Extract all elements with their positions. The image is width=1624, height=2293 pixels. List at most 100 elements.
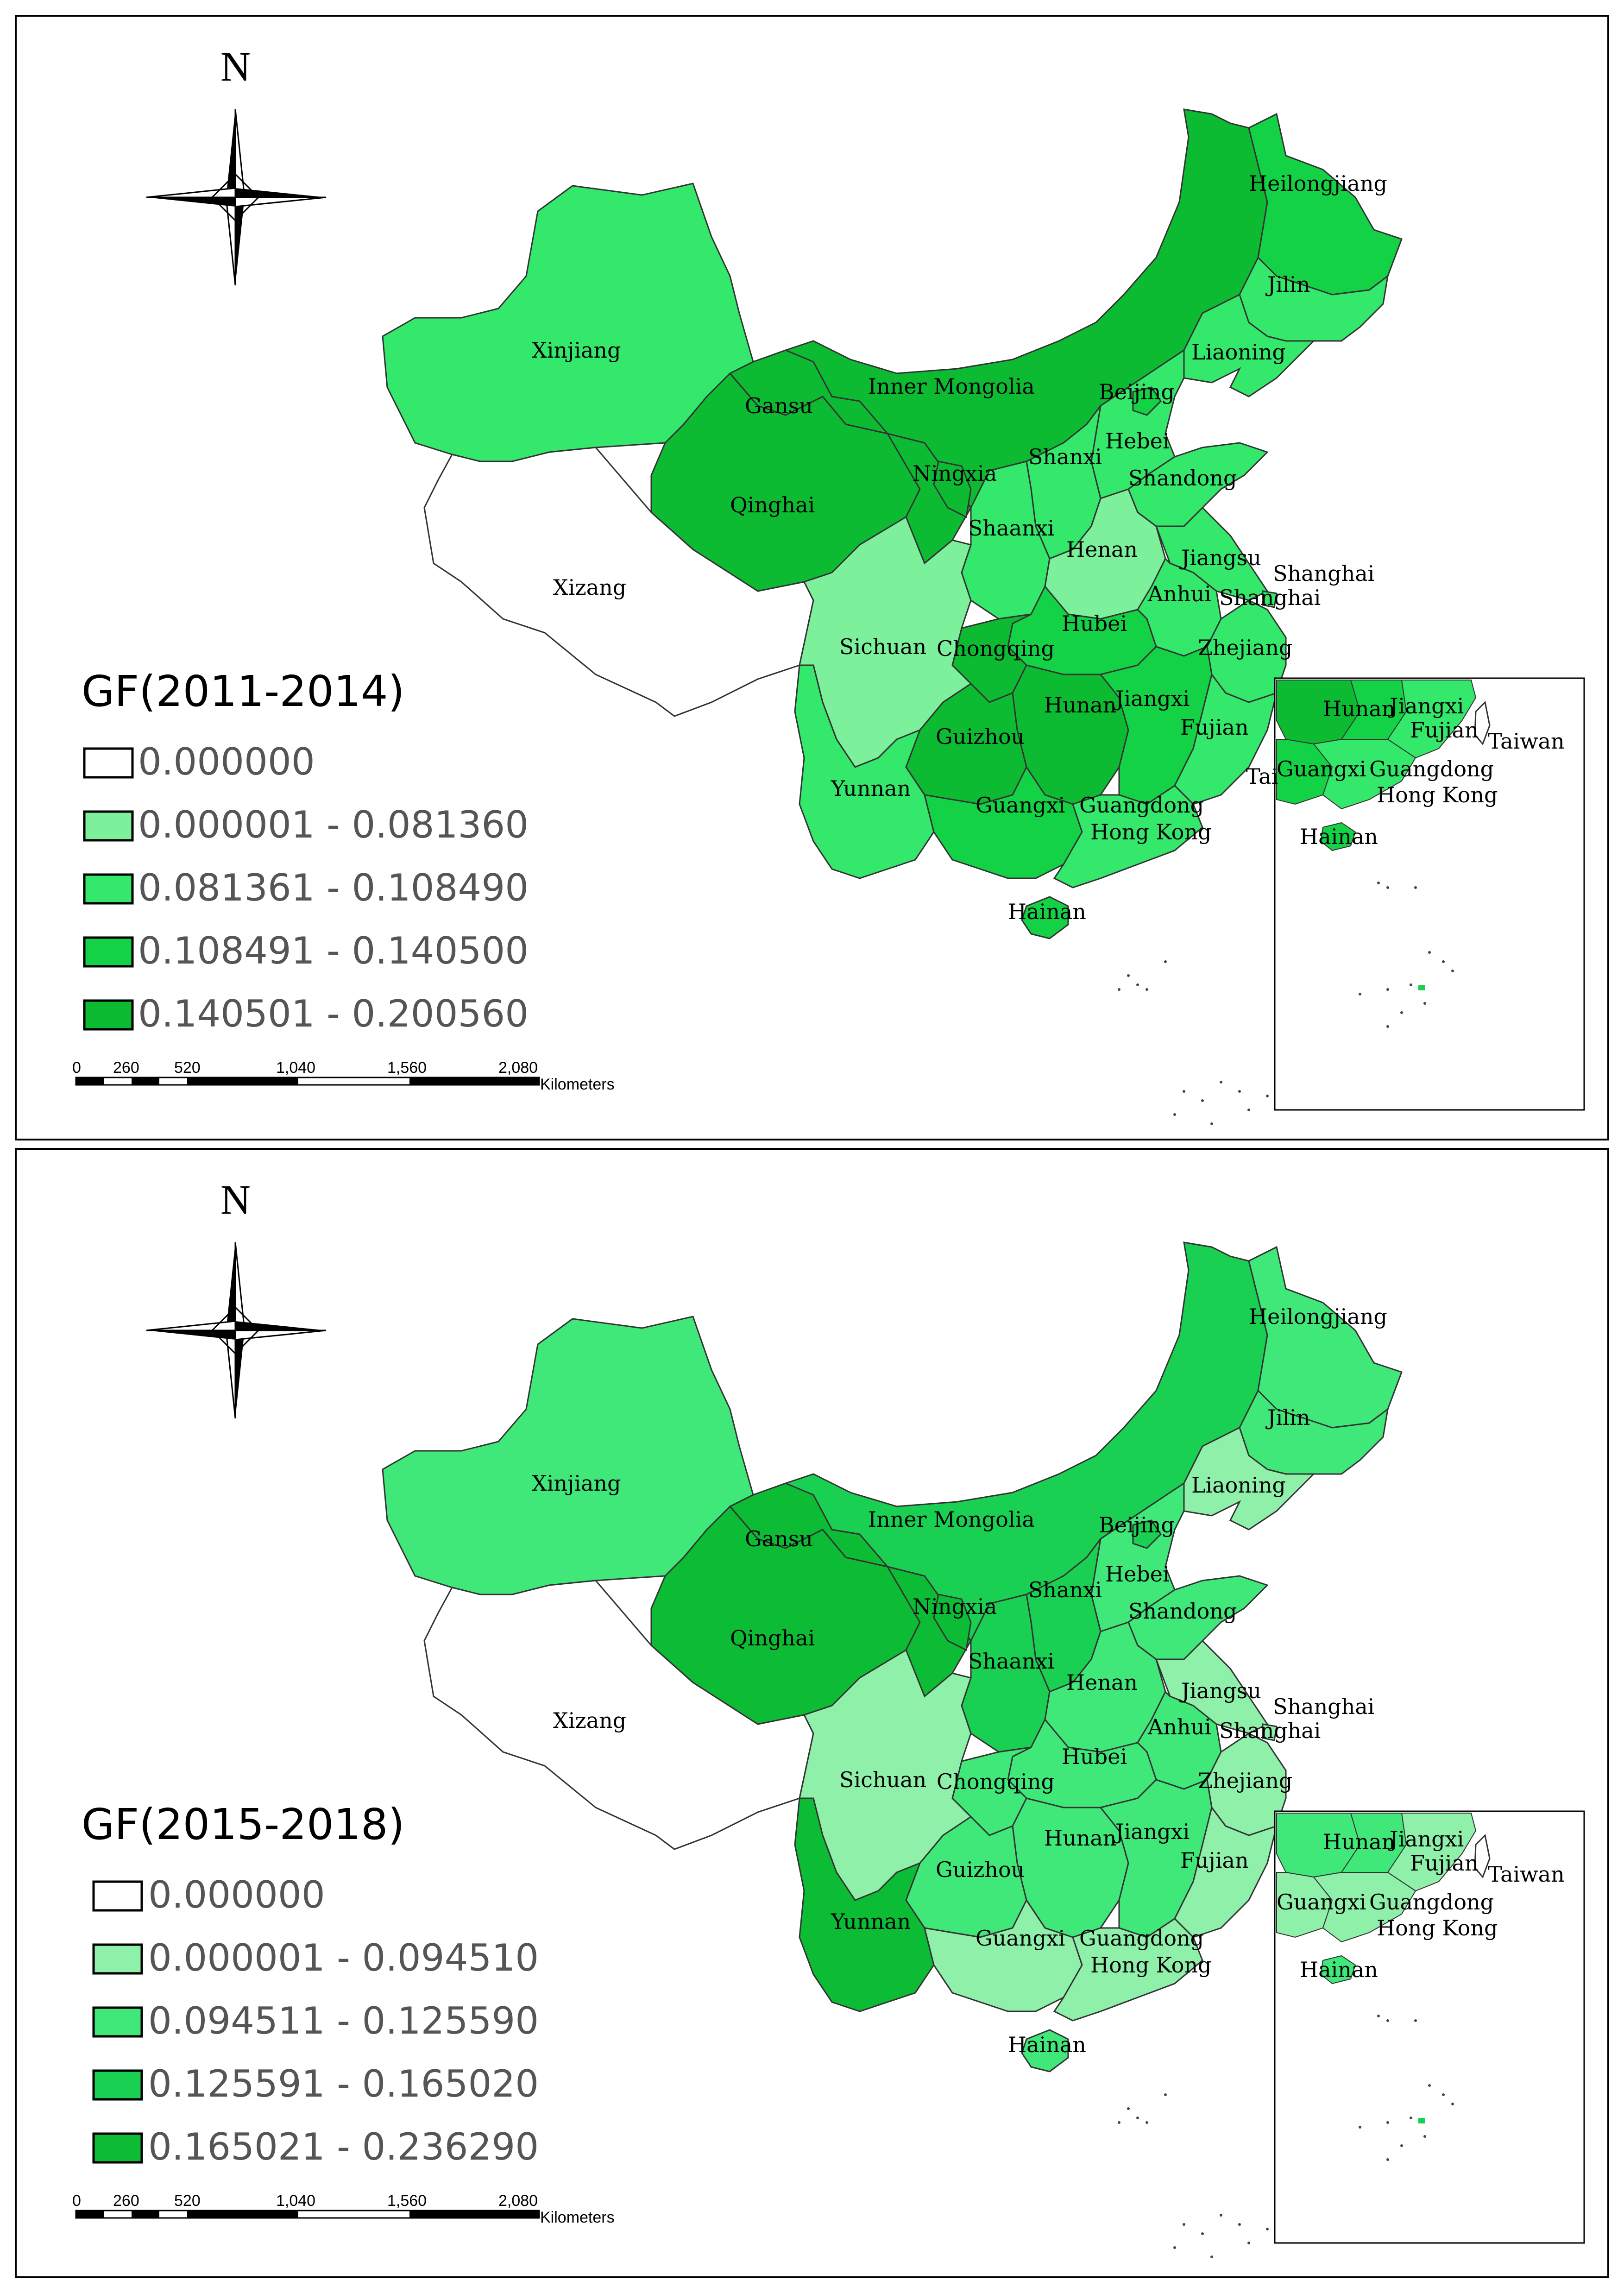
map-svg-2: Xinjiang Xizang Qinghai Gansu Inner Mong…	[72, 1177, 1585, 2258]
inset-fujian	[1387, 680, 1477, 759]
label-xinjiang: Xinjiang	[532, 1471, 621, 1496]
label-jiangxi: Jiangxi	[1114, 1819, 1190, 1844]
legend-item-1: 0.000000	[83, 740, 315, 783]
inset-label-hainan: Hainan	[1300, 824, 1378, 849]
province-hainan	[1021, 896, 1069, 939]
label-shandong: Shandong	[1128, 466, 1237, 491]
scale-tick-4: 1,560	[387, 2192, 427, 2210]
legend-item-5: 0.140501 - 0.200560	[83, 992, 529, 1035]
label-xizang: Xizang	[553, 575, 626, 600]
label-shaanxi: Shaanxi	[968, 1649, 1054, 1674]
label-guangdong: Guangdong	[1079, 793, 1204, 818]
legend-label-5: 0.165021 - 0.236290	[148, 2125, 539, 2168]
inset-label-fujian: Fujian	[1410, 1851, 1479, 1876]
label-xizang: Xizang	[553, 1708, 626, 1733]
inset-label-hunan: Hunan	[1323, 696, 1395, 721]
province-beijing	[1132, 1519, 1162, 1549]
scale-tick-3: 1,040	[276, 1059, 315, 1077]
legend-label-2: 0.000001 - 0.081360	[138, 803, 529, 846]
scale-unit: Kilometers	[540, 2209, 615, 2226]
inset-label-jiangxi: Jiangxi	[1388, 1827, 1464, 1852]
legend-swatch-4	[83, 936, 134, 968]
legend-label-3: 0.081361 - 0.108490	[138, 866, 529, 909]
legend-title: GF(2011-2014)	[82, 667, 404, 716]
inset-guangdong	[1313, 739, 1416, 810]
label-zhejiang: Zhejiang	[1198, 635, 1292, 660]
label-guangxi: Guangxi	[976, 1926, 1065, 1951]
inset-label-fujian: Fujian	[1410, 718, 1479, 743]
north-letter: N	[220, 1177, 251, 1223]
legend-swatch-1	[92, 1880, 143, 1912]
label-shanghai: Shanghai	[1219, 585, 1321, 610]
legend-swatch-3	[92, 2006, 143, 2038]
scale-tick-1: 260	[113, 1059, 139, 1077]
legend-item-4: 0.125591 - 0.165020	[92, 2062, 539, 2105]
legend-swatch-5	[83, 999, 134, 1031]
legend-item-1: 0.000000	[92, 1873, 325, 1916]
label-hunan: Hunan	[1044, 693, 1116, 718]
label-shanxi: Shanxi	[1028, 1577, 1102, 1602]
scale-tick-2: 520	[174, 1059, 201, 1077]
legend-label-5: 0.140501 - 0.200560	[138, 992, 529, 1035]
label-hainan: Hainan	[1008, 899, 1086, 924]
legend-label-1: 0.000000	[148, 1873, 325, 1916]
label-jiangsu: Jiangsu	[1179, 1678, 1261, 1703]
province-fujian	[1174, 1806, 1278, 1938]
inset-label-hainan: Hainan	[1300, 1957, 1378, 1982]
legend: GF(2011-2014) 0.000000 0.000001 - 0.0813…	[82, 667, 529, 1035]
map-svg-1: Xinjiang Xizang Qinghai Gansu Inner Mong…	[72, 44, 1585, 1125]
label-anhui: Anhui	[1147, 581, 1211, 606]
legend-title: GF(2015-2018)	[82, 1800, 404, 1849]
north-letter: N	[220, 44, 251, 90]
legend-label-3: 0.094511 - 0.125590	[148, 1999, 539, 2042]
label-hunan: Hunan	[1044, 1826, 1116, 1851]
inset-label-hunan: Hunan	[1323, 1829, 1395, 1854]
province-beijing	[1132, 386, 1162, 416]
inset-taiwan	[1474, 1833, 1491, 1878]
label-henan: Henan	[1066, 537, 1138, 562]
label-sichuan: Sichuan	[839, 634, 926, 659]
province-hainan	[1021, 2029, 1069, 2073]
legend-swatch-5	[92, 2132, 143, 2164]
map-panel-2: Xinjiang Xizang Qinghai Gansu Inner Mong…	[15, 1148, 1609, 2278]
legend-label-1: 0.000000	[138, 740, 315, 783]
south-sea-islands	[1118, 882, 1454, 1125]
label-guizhou: Guizhou	[936, 724, 1025, 749]
province-shanghai	[1262, 590, 1278, 608]
legend-item-2: 0.000001 - 0.094510	[92, 1936, 539, 1979]
legend-item-2: 0.000001 - 0.081360	[83, 803, 529, 846]
inset-guangdong	[1313, 1872, 1416, 1943]
province-xizang	[423, 447, 814, 717]
label-chongqing: Chongqing	[937, 636, 1055, 661]
label-hainan: Hainan	[1008, 2032, 1086, 2057]
label-guangxi: Guangxi	[976, 793, 1065, 818]
inset-label-taiwan: Taiwan	[1488, 1862, 1565, 1887]
label-jiangsu: Jiangsu	[1179, 545, 1261, 570]
label-xinjiang: Xinjiang	[532, 338, 621, 363]
scale-tick-5: 2,080	[498, 2192, 538, 2210]
label-heilongjiang: Heilongjiang	[1249, 171, 1387, 196]
label-qinghai: Qinghai	[730, 1625, 815, 1650]
label-jilin: Jilin	[1265, 1405, 1310, 1430]
legend-swatch-1	[83, 747, 134, 779]
label-yunnan: Yunnan	[831, 776, 911, 801]
label-henan: Henan	[1066, 1670, 1138, 1695]
label-fujian: Fujian	[1180, 1848, 1249, 1873]
scale-tick-0: 0	[72, 2192, 81, 2210]
map-panel-1: Xinjiang Xizang Qinghai Gansu Inner Mong…	[15, 15, 1609, 1140]
label-beijing: Beijing	[1099, 1512, 1175, 1537]
label-fujian: Fujian	[1180, 715, 1249, 740]
label-tai: Tai	[1246, 764, 1278, 789]
legend-swatch-2	[92, 1943, 143, 1975]
label-yunnan: Yunnan	[831, 1909, 911, 1934]
inset-label-jiangxi: Jiangxi	[1388, 693, 1464, 718]
province-heilongjiang	[1248, 113, 1403, 296]
label-hong-kong: Hong Kong	[1090, 1953, 1211, 1978]
label-hebei: Hebei	[1105, 428, 1170, 454]
label-shanghai-top: Shanghai	[1273, 561, 1374, 586]
legend-swatch-3	[83, 873, 134, 905]
label-qinghai: Qinghai	[730, 492, 815, 517]
label-shanxi: Shanxi	[1028, 444, 1102, 469]
label-heilongjiang: Heilongjiang	[1249, 1304, 1387, 1329]
label-beijing: Beijing	[1099, 379, 1175, 404]
